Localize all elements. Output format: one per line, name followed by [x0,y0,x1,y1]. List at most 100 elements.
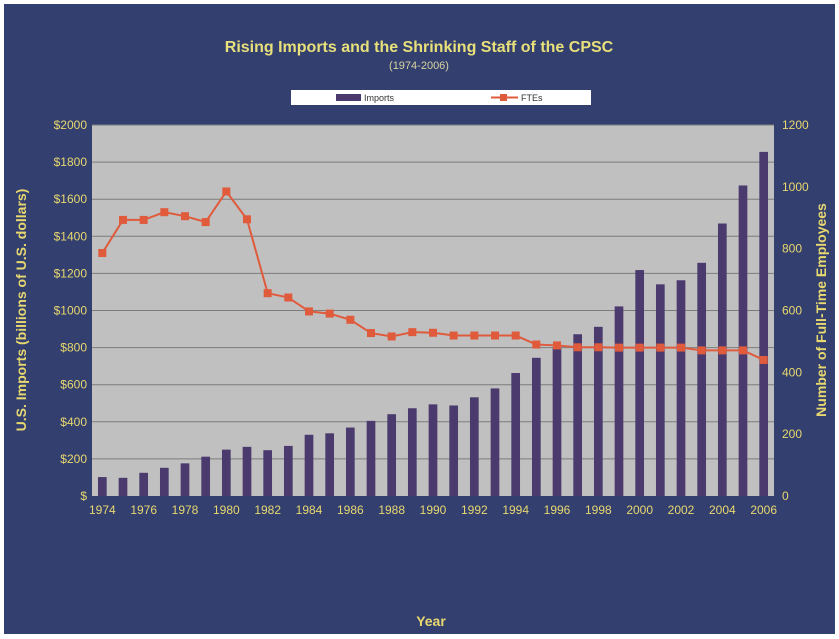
y2-tick-label: 200 [782,427,802,441]
imports-bar [407,408,417,496]
x-tick-label: 1990 [420,503,447,517]
imports-bar [655,284,665,496]
imports-bar [263,450,273,496]
ftes-marker [387,332,396,341]
imports-bar [593,326,603,496]
x-tick-label: 1984 [296,503,323,517]
y2-tick-label: 600 [782,304,802,318]
x-tick-label: 1980 [213,503,240,517]
imports-bar [201,456,211,496]
x-tick-label: 2004 [709,503,736,517]
imports-bar [221,449,231,496]
imports-bar [552,347,562,496]
x-tick-label: 1976 [130,503,157,517]
ftes-marker [263,289,272,298]
imports-bar [428,404,438,496]
ftes-marker [325,309,334,318]
ftes-marker [594,343,603,352]
ftes-line-series [98,187,768,364]
x-tick-label: 2006 [750,503,777,517]
imports-bar [366,420,376,496]
x-tick-label: 1982 [254,503,281,517]
left-axis-ticks: $ $200 $400 $600 $800 $1000 $1200 $1400 $1600 $18… [54,118,88,503]
y2-axis-title: Number of Full-Time Employees [813,203,829,417]
y-tick-label: $1600 [54,192,88,206]
legend-imports-label: Imports [364,93,395,103]
imports-bar [180,463,190,496]
right-axis-ticks: 0 200 400 600 800 1000 1200 [782,118,809,503]
ftes-marker [759,355,768,364]
y-tick-label: $200 [60,452,87,466]
y-tick-label: $ [80,489,87,503]
imports-bar [697,262,707,496]
imports-bar [573,334,583,496]
imports-bar [511,373,521,496]
ftes-marker [718,346,727,355]
imports-bar [325,433,335,496]
y-tick-label: $1800 [54,155,88,169]
x-tick-label: 1994 [502,503,529,517]
imports-bars [97,151,769,497]
imports-bar [139,472,149,496]
imports-bar [738,185,748,496]
ftes-marker [573,343,582,352]
y-tick-label: $2000 [54,118,88,132]
imports-bar [717,223,727,497]
ftes-marker [449,331,458,340]
x-axis-ticks: 1974 1976 1978 1980 1982 1984 1986 1988 1990 1992… [89,503,777,517]
legend-ftes-marker [500,94,507,101]
imports-bar [490,388,500,496]
x-tick-label: 1998 [585,503,612,517]
ftes-marker [346,315,355,324]
ftes-marker [677,343,685,352]
imports-bar [304,434,314,496]
imports-bar [345,427,355,496]
ftes-marker [470,331,479,340]
x-axis-title: Year [416,613,446,629]
ftes-marker [532,340,541,349]
imports-bar [449,405,459,496]
ftes-marker [739,346,747,355]
ftes-marker [181,212,189,221]
legend-box [291,90,591,105]
y2-tick-label: 1200 [782,118,809,132]
imports-bar [242,446,252,496]
imports-bar [118,477,128,496]
y2-tick-label: 1000 [782,180,809,194]
x-tick-label: 1992 [461,503,488,517]
x-tick-label: 1974 [89,503,116,517]
ftes-marker [243,215,251,224]
ftes-marker [553,341,561,350]
x-tick-label: 1988 [378,503,405,517]
chart-panel: Rising Imports and the Shrinking Staff o… [4,4,835,634]
ftes-marker [305,307,313,316]
legend-ftes-label: FTEs [521,93,543,103]
imports-bar [635,270,645,496]
ftes-marker [201,218,210,227]
ftes-marker [139,215,148,224]
y-tick-label: $800 [60,341,87,355]
imports-bar [759,151,769,496]
y2-tick-label: 0 [782,489,789,503]
ftes-marker [429,328,437,337]
imports-bar [97,477,107,496]
x-tick-label: 2000 [626,503,653,517]
legend-imports-swatch [336,94,361,101]
y-tick-label: $600 [60,378,87,392]
ftes-marker [511,331,520,340]
chart-svg: Rising Imports and the Shrinking Staff o… [13,39,829,629]
imports-bar [283,445,293,496]
ftes-marker [119,215,127,224]
ftes-marker [222,187,231,196]
x-tick-label: 1978 [172,503,199,517]
imports-bar [531,357,541,496]
ftes-marker [98,248,107,257]
y-axis-title: U.S. Imports (billions of U.S. dollars) [13,189,29,432]
ftes-marker [284,293,293,302]
imports-bar [159,467,169,496]
imports-bar [469,397,479,496]
y-tick-label: $1000 [54,304,88,318]
ftes-marker [491,331,499,340]
y-tick-label: $1400 [54,229,88,243]
